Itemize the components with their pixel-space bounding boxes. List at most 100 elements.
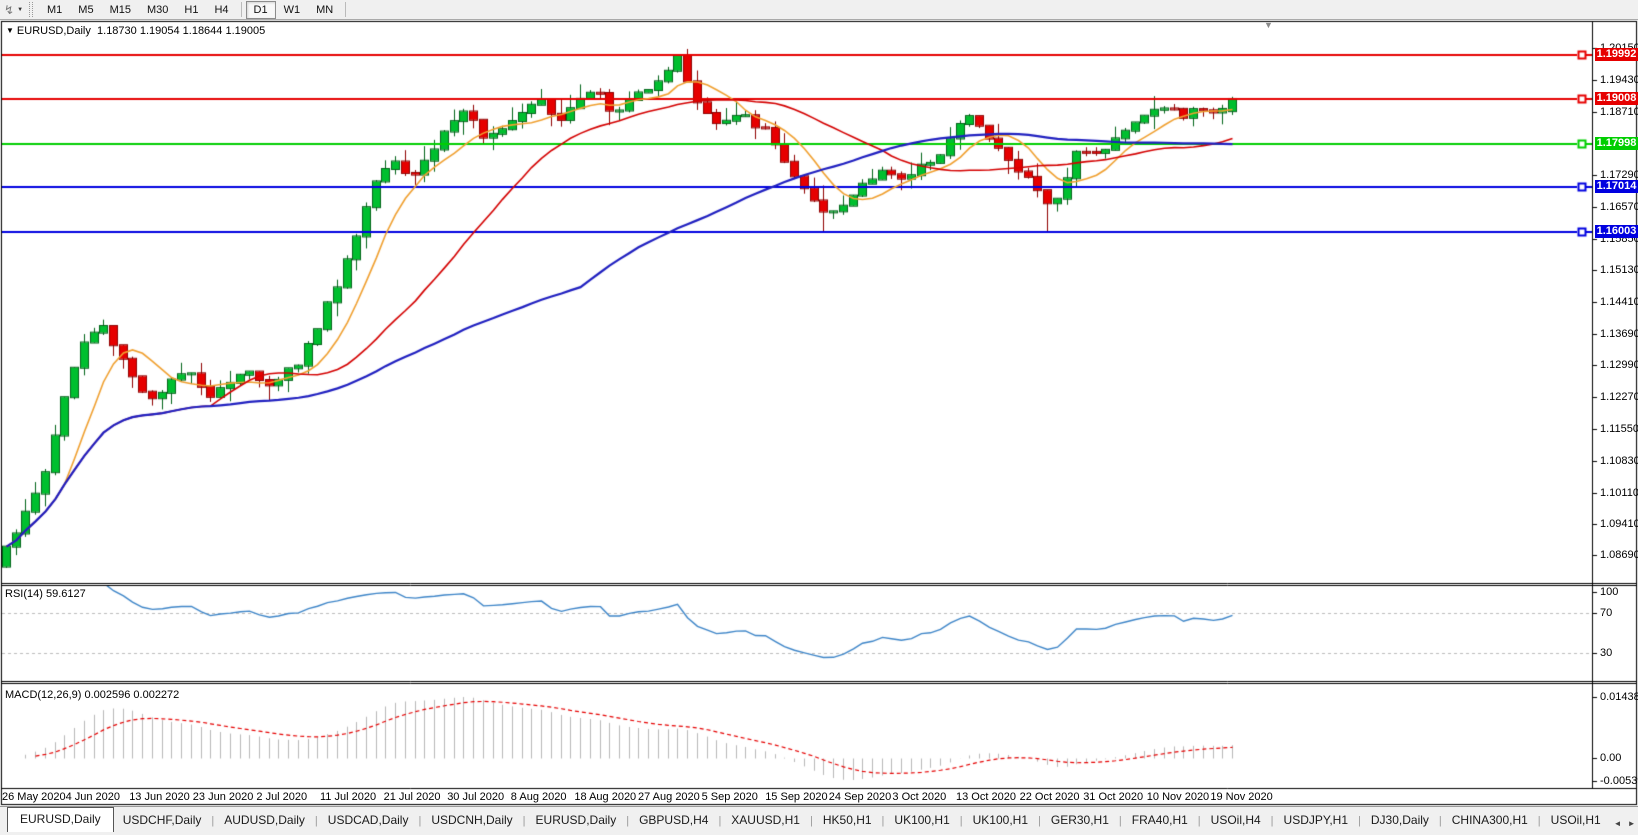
date-label: 8 Aug 2020 bbox=[510, 791, 567, 803]
price-tick-label: 1.15130 bbox=[1600, 264, 1638, 277]
tab-item-eurusd-daily[interactable]: EURUSD,Daily bbox=[7, 807, 114, 832]
tab-item-xauusd-h1[interactable]: XAUUSD,H1 bbox=[731, 813, 800, 827]
timeframe-button-w1[interactable]: W1 bbox=[283, 3, 301, 16]
tab-item-gbpusd-h4[interactable]: GBPUSD,H4 bbox=[639, 813, 709, 827]
tab-item-uk100-h1[interactable]: UK100,H1 bbox=[894, 813, 950, 827]
timeframe-button-m15[interactable]: M15 bbox=[109, 3, 131, 16]
timeframe-button-group: M1 M5 M15 M30 H1 H4 D1 W1 MN bbox=[39, 0, 350, 19]
timeframe-button-m30[interactable]: M30 bbox=[146, 3, 169, 16]
date-label: 3 Oct 2020 bbox=[892, 791, 947, 803]
tab-item-china300-h1[interactable]: CHINA300,H1 bbox=[1451, 813, 1528, 827]
price-tick-label: 1.14410 bbox=[1600, 296, 1638, 309]
tab-separator: | bbox=[314, 815, 318, 827]
tab-separator: | bbox=[718, 815, 722, 827]
date-label: 2 Jul 2020 bbox=[256, 791, 308, 803]
price-tick-label: 1.11550 bbox=[1600, 422, 1638, 435]
tab-item-usoil-h1[interactable]: USOil,H1 bbox=[1550, 813, 1601, 827]
tab-item-usoil-h4[interactable]: USOil,H4 bbox=[1210, 813, 1261, 827]
price-tick-label: 1.10830 bbox=[1600, 454, 1638, 467]
timeframe-button-h1[interactable]: H1 bbox=[184, 3, 199, 16]
tab-item-usdcnh-daily[interactable]: USDCNH,Daily bbox=[431, 813, 513, 827]
rsi-tick-label: 70 bbox=[1600, 607, 1613, 619]
chart-title: ▼ EURUSD,Daily 1.18730 1.19054 1.18644 1.… bbox=[6, 25, 265, 37]
tab-separator: | bbox=[959, 815, 963, 827]
tab-item-ger30-h1[interactable]: GER30,H1 bbox=[1050, 813, 1109, 827]
tab-item-uk100-h1[interactable]: UK100,H1 bbox=[972, 813, 1029, 827]
price-tick-label: 1.08690 bbox=[1600, 549, 1638, 562]
price-tick-label: 1.09410 bbox=[1600, 517, 1638, 530]
timeframe-button-mn[interactable]: MN bbox=[316, 3, 334, 16]
chart-shift-marker-icon[interactable]: ▼ bbox=[1264, 20, 1273, 30]
chart-tab-bar: EURUSD,Daily USDCHF,Daily | AUDUSD,Daily | US… bbox=[0, 806, 1638, 832]
price-level-badge: 1.19992 bbox=[1595, 48, 1638, 62]
tab-separator: | bbox=[1438, 815, 1442, 827]
date-label: 15 Sep 2020 bbox=[765, 791, 828, 803]
toolbar-grip-handle[interactable] bbox=[29, 2, 34, 17]
price-level-badge: 1.19008 bbox=[1595, 91, 1638, 105]
date-label: 31 Oct 2020 bbox=[1083, 791, 1144, 803]
rsi-tick-label: 30 bbox=[1600, 647, 1613, 659]
price-tick-label: 1.13690 bbox=[1600, 328, 1638, 341]
tab-separator: | bbox=[1197, 815, 1201, 827]
tab-separator: | bbox=[1358, 815, 1361, 827]
tab-item-hk50-h1[interactable]: HK50,H1 bbox=[822, 813, 872, 827]
chart-ohlc-values: 1.18730 1.19054 1.18644 1.19005 bbox=[97, 25, 266, 37]
tab-scroll-left-icon[interactable]: ◄ bbox=[1613, 819, 1622, 828]
tab-item-audusd-daily[interactable]: AUDUSD,Daily bbox=[224, 813, 305, 827]
date-label: 24 Sep 2020 bbox=[828, 791, 892, 803]
tab-separator: | bbox=[522, 815, 526, 827]
price-tick-label: 1.12270 bbox=[1600, 390, 1638, 403]
chevron-down-icon[interactable]: ▼ bbox=[17, 6, 24, 13]
collapse-triangle-icon[interactable]: ▼ bbox=[6, 26, 14, 35]
date-label: 27 Aug 2020 bbox=[638, 791, 700, 803]
price-tick-label: 1.16570 bbox=[1600, 200, 1638, 213]
toolbar-separator bbox=[240, 2, 242, 17]
rsi-indicator-label: RSI(14) 59.6127 bbox=[5, 588, 86, 600]
date-label: 13 Oct 2020 bbox=[956, 791, 1016, 803]
macd-tick-label: 0.014384 bbox=[1600, 690, 1638, 703]
timeframe-button-m1[interactable]: M1 bbox=[47, 3, 63, 16]
tab-separator: | bbox=[418, 815, 422, 827]
macd-indicator-label: MACD(12,26,9) 0.002596 0.002272 bbox=[5, 689, 180, 701]
macd-tick-label: -0.005396 bbox=[1600, 774, 1638, 787]
tab-separator: | bbox=[1118, 815, 1122, 827]
date-label: 22 Oct 2020 bbox=[1019, 791, 1080, 803]
price-tick-label: 1.17290 bbox=[1600, 168, 1638, 181]
timeframe-button-m5[interactable]: M5 bbox=[78, 3, 94, 16]
price-level-badge: 1.17998 bbox=[1595, 136, 1638, 150]
price-tick-label: 1.18710 bbox=[1600, 106, 1638, 119]
timeframe-button-h4[interactable]: H4 bbox=[214, 3, 229, 16]
date-label: 10 Nov 2020 bbox=[1146, 791, 1210, 803]
tab-separator: | bbox=[809, 815, 813, 827]
date-label: 30 Jul 2020 bbox=[447, 791, 505, 803]
date-label: 23 Jun 2020 bbox=[192, 791, 254, 803]
tab-item-usdjpy-h1[interactable]: USDJPY,H1 bbox=[1283, 813, 1349, 827]
tab-item-fra40-h1[interactable]: FRA40,H1 bbox=[1131, 813, 1188, 827]
tab-scroll-arrows: ◄ ► bbox=[1610, 819, 1638, 832]
date-label: 21 Jul 2020 bbox=[383, 791, 441, 803]
price-tick-label: 1.12990 bbox=[1600, 359, 1638, 372]
chart-tool-icon[interactable]: ↯ bbox=[4, 2, 15, 17]
rsi-tick-label: 100 bbox=[1600, 586, 1619, 598]
price-tick-label: 1.10110 bbox=[1600, 486, 1638, 499]
date-label: 26 May 2020 bbox=[2, 791, 66, 803]
price-tick-label: 1.19430 bbox=[1600, 74, 1638, 87]
tab-item-eurusd-daily[interactable]: EURUSD,Daily bbox=[535, 813, 617, 827]
price-level-badge: 1.17014 bbox=[1595, 180, 1638, 194]
tab-scroll-right-icon[interactable]: ► bbox=[1627, 819, 1636, 828]
date-label: 13 Jun 2020 bbox=[129, 791, 190, 803]
tab-separator: | bbox=[211, 815, 215, 827]
tab-separator: | bbox=[881, 815, 885, 827]
date-label: 18 Aug 2020 bbox=[574, 791, 637, 803]
toolbar-separator bbox=[345, 2, 347, 17]
tab-item-dj30-daily[interactable]: DJ30,Daily bbox=[1370, 813, 1429, 827]
macd-tick-label: 0.00 bbox=[1600, 752, 1622, 764]
date-label: 5 Sep 2020 bbox=[701, 791, 758, 803]
price-level-badge: 1.16003 bbox=[1595, 224, 1638, 238]
tab-item-usdcad-daily[interactable]: USDCAD,Daily bbox=[327, 813, 409, 827]
tab-item-usdchf-daily[interactable]: USDCHF,Daily bbox=[122, 813, 202, 827]
date-label: 4 Jun 2020 bbox=[65, 791, 121, 803]
date-label: 19 Nov 2020 bbox=[1210, 791, 1273, 803]
timeframe-button-d1[interactable]: D1 bbox=[245, 0, 276, 19]
